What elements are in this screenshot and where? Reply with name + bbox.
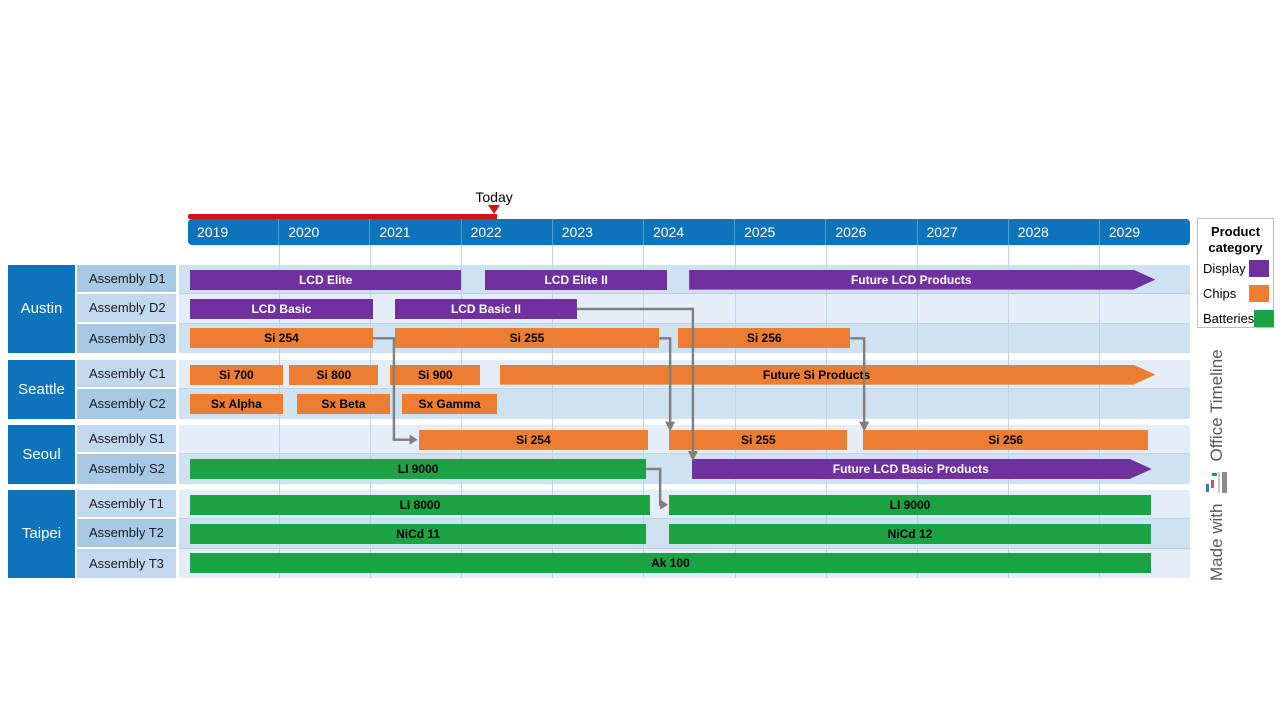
year-label-2024: 2024 [642,219,734,245]
legend-swatch-display [1249,260,1269,277]
year-gridline-2029 [1098,245,1100,578]
bar-si-254[interactable]: Si 254 [418,429,648,450]
legend-label-display: Display [1203,261,1246,276]
bar-li-8000[interactable]: LI 8000 [190,494,650,515]
row-label-assembly-d2: Assembly D2 [77,294,176,322]
row-label-assembly-d1: Assembly D1 [77,265,176,293]
legend-label-batteries: Batteries [1203,311,1255,326]
year-label-2027: 2027 [916,219,1008,245]
group-seattle: Seattle [8,360,75,419]
row-label-assembly-c2: Assembly C2 [77,389,176,419]
bar-si-255[interactable]: Si 255 [394,328,659,349]
bar-lcd-elite[interactable]: LCD Elite [190,269,462,290]
year-gridline-2023 [552,245,554,578]
row-label-assembly-d3: Assembly D3 [77,323,176,353]
bar-si-255[interactable]: Si 255 [669,429,848,450]
year-label-2020: 2020 [278,219,369,245]
bar-si-800[interactable]: Si 800 [289,364,379,385]
year-label-2021: 2021 [369,219,460,245]
row-label-assembly-t2: Assembly T2 [77,519,176,547]
group-austin: Austin [8,265,75,353]
year-label-2029: 2029 [1098,219,1190,245]
bar-si-256[interactable]: Si 256 [678,328,851,349]
bar-nicd-11[interactable]: NiCd 11 [190,523,647,544]
bar-future-si-products[interactable]: Future Si Products [500,365,1156,385]
bar-sx-beta[interactable]: Sx Beta [296,393,391,414]
year-gridline-2027 [916,245,918,578]
elapsed-time-bar [188,214,498,219]
row-label-assembly-t3: Assembly T3 [77,548,176,578]
year-gridline-2026 [825,245,827,578]
group-seoul: Seoul [8,425,75,484]
made-with-label: Made with [1207,503,1226,581]
bar-ak-100[interactable]: Ak 100 [190,553,1151,574]
year-label-2025: 2025 [734,219,825,245]
year-gridline-2025 [734,245,736,578]
legend: Product category Display Chips Batteries [1197,218,1275,331]
legend-title: Product category [1208,224,1263,255]
year-label-2023: 2023 [551,219,643,245]
bar-future-lcd-basic-products[interactable]: Future LCD Basic Products [692,459,1152,479]
bar-si-256[interactable]: Si 256 [863,429,1149,450]
office-timeline-logo-icon [1206,471,1227,493]
brand-label: Office Timeline [1207,349,1226,462]
year-axis: 2019 2020 2021 2022 2023 2024 2025 2026 2027 2028… [188,219,1190,245]
row-label-assembly-t1: Assembly T1 [77,490,176,518]
year-label-2026: 2026 [825,219,916,245]
legend-item-chips: Chips [1198,281,1273,306]
year-label-2028: 2028 [1007,219,1099,245]
legend-swatch-batteries [1254,310,1275,327]
bar-lcd-basic-ii[interactable]: LCD Basic II [394,298,577,319]
legend-swatch-chips [1249,285,1269,302]
year-gridline-2028 [1007,245,1009,578]
bar-li-9000[interactable]: LI 9000 [669,494,1151,515]
bar-si-900[interactable]: Si 900 [390,364,481,385]
bar-lcd-elite-ii[interactable]: LCD Elite II [485,269,668,290]
today-arrow-icon [488,205,501,214]
year-label-2019: 2019 [197,224,229,240]
year-label-2022: 2022 [460,219,552,245]
group-taipei: Taipei [8,490,75,578]
bar-li-9000[interactable]: LI 9000 [190,458,647,479]
legend-item-batteries: Batteries [1198,306,1275,331]
row-label-assembly-s1: Assembly S1 [77,425,176,453]
branding-inner: Made with Office Timeline [1204,337,1230,581]
today-label: Today [475,189,513,205]
bar-nicd-12[interactable]: NiCd 12 [669,523,1151,544]
bar-sx-alpha[interactable]: Sx Alpha [190,393,283,414]
bar-si-254[interactable]: Si 254 [190,328,373,349]
legend-items: Display Chips Batteries [1198,256,1275,331]
bar-lcd-basic[interactable]: LCD Basic [190,298,373,319]
bar-future-lcd-products[interactable]: Future LCD Products [689,270,1155,290]
bar-si-700[interactable]: Si 700 [190,364,283,385]
legend-label-chips: Chips [1203,286,1237,301]
bar-sx-gamma[interactable]: Sx Gamma [402,393,497,414]
row-label-assembly-s2: Assembly S2 [77,454,176,484]
row-label-assembly-c1: Assembly C1 [77,360,176,388]
legend-item-display: Display [1198,256,1273,281]
